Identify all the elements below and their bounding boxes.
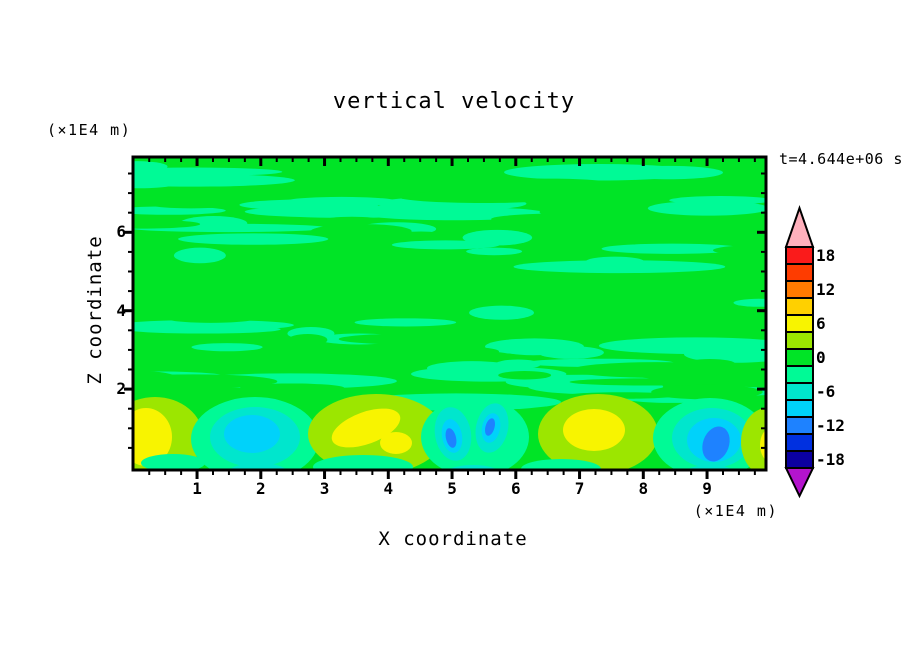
colorbar-segment — [785, 399, 814, 418]
x-tick-label: 4 — [383, 479, 394, 498]
contour-plot — [124, 155, 768, 479]
x-tick-label: 2 — [255, 479, 266, 498]
colorbar-over-arrow — [784, 204, 815, 248]
colorbar-segment — [785, 416, 814, 435]
contour-downdraft-twin-x5-3 — [445, 428, 457, 448]
x-tick-label: 6 — [510, 479, 521, 498]
colorbar-segment — [785, 365, 814, 384]
contour-near-surface-patches — [229, 463, 287, 470]
contour-downdraft-twin-x5-3 — [485, 418, 495, 436]
y-axis-unit-label: (×1E4 m) — [47, 121, 132, 139]
plot-field — [133, 157, 766, 470]
contour-updraft-right-edge — [760, 429, 766, 461]
x-tick-label: 5 — [447, 479, 457, 498]
contour-downdraft-x2 — [224, 415, 280, 453]
colorbar-segment — [785, 433, 814, 452]
contour-updraft-x3-8 — [380, 432, 412, 454]
x-axis-title: X coordinate — [378, 528, 528, 550]
y-tick-label: 4 — [116, 300, 126, 320]
x-tick-label: 9 — [702, 479, 712, 498]
contour-updraft-right-edge — [741, 408, 766, 470]
contour-downdraft-x9 — [702, 426, 730, 462]
colorbar-label: -18 — [816, 450, 845, 469]
contour-updraft-x3-8 — [331, 408, 401, 448]
colorbar-label: 12 — [816, 280, 835, 299]
contour-near-surface-patches — [521, 459, 601, 470]
x-tick-label: 8 — [638, 479, 649, 498]
colorbar-label: 0 — [816, 348, 826, 367]
contour-updraft-x7-3 — [563, 409, 625, 451]
x-tick-label: 3 — [319, 479, 330, 498]
time-annotation: t=4.644e+06 s — [779, 150, 903, 168]
chart-title: vertical velocity — [332, 89, 576, 114]
colorbar-label: -12 — [816, 416, 845, 435]
colorbar-segment — [785, 450, 814, 469]
colorbar-label: 6 — [816, 314, 826, 333]
colorbar-segment — [785, 246, 814, 265]
contour-updraft-left-edge — [133, 408, 172, 466]
x-axis-unit-label: (×1E4 m) — [693, 502, 778, 520]
contour-near-surface-patches — [141, 454, 205, 470]
x-tick-label: 7 — [574, 479, 585, 498]
colorbar-label: 18 — [816, 246, 835, 265]
y-tick-label: 2 — [116, 379, 126, 399]
contour-near-surface-patches — [313, 455, 413, 470]
colorbar-segment — [785, 297, 814, 316]
colorbar-segment — [785, 314, 814, 333]
colorbar-segment — [785, 348, 814, 367]
plot-border — [131, 155, 768, 472]
colorbar-label: -6 — [816, 382, 835, 401]
colorbar-under-arrow — [784, 467, 815, 499]
colorbar-segment — [785, 382, 814, 401]
colorbar-segment — [785, 280, 814, 299]
y-tick-label: 6 — [116, 222, 126, 242]
colorbar-segment — [785, 331, 814, 350]
colorbar-segment — [785, 263, 814, 282]
x-tick-label: 1 — [192, 479, 202, 498]
colorbar: 18 12 6 0 -6 -12 -18 — [784, 204, 845, 499]
